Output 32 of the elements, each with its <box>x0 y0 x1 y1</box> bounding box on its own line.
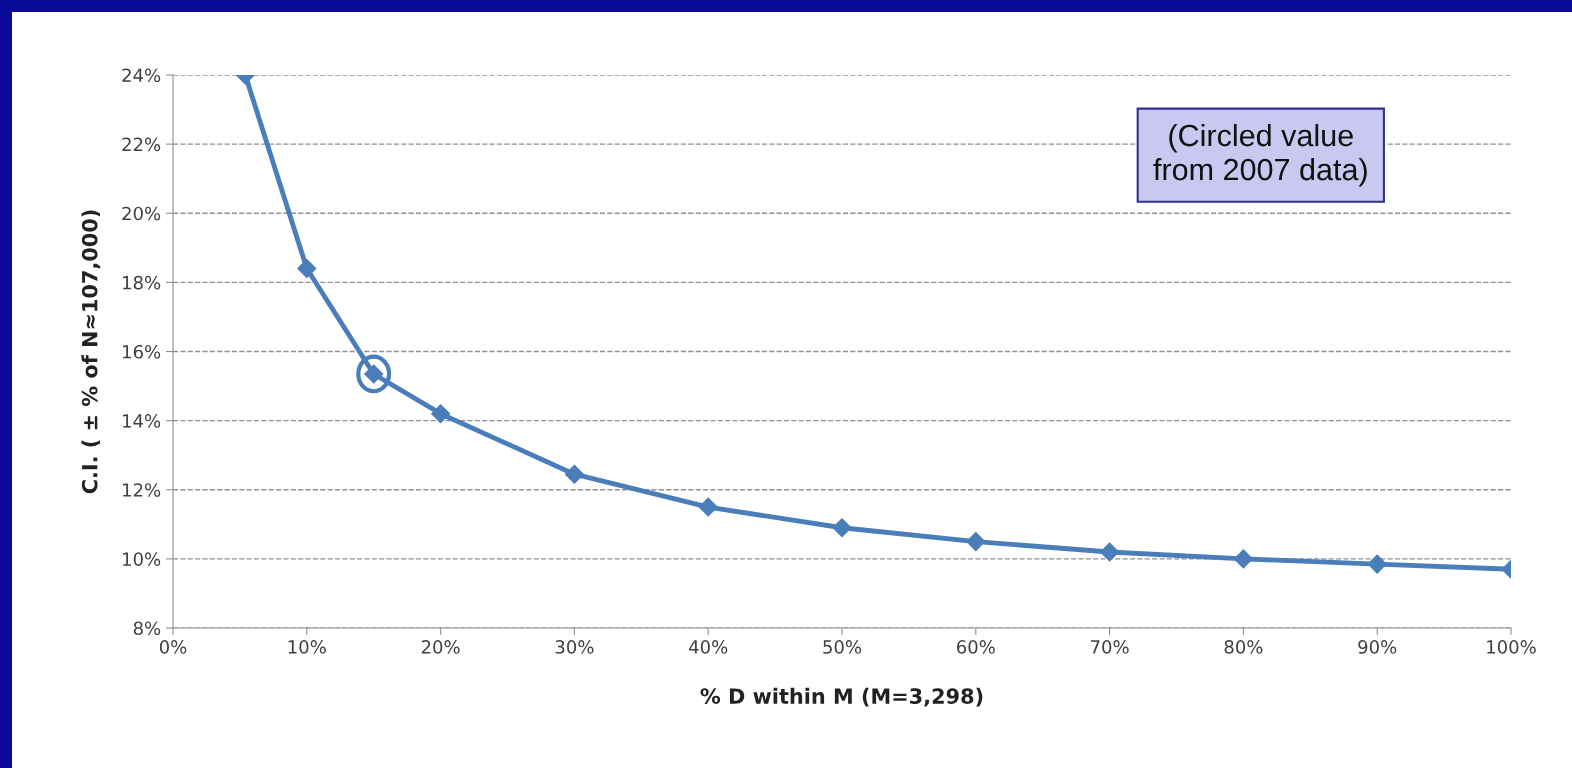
x-tick-label: 60% <box>957 640 995 654</box>
x-tick-label: 20% <box>421 640 460 654</box>
x-tick-label: 70% <box>1091 640 1129 654</box>
x-tick-label: 30% <box>555 640 594 654</box>
y-tick-label: 20% <box>122 206 161 221</box>
y-tick-label: 24% <box>122 68 161 83</box>
x-axis-title: % D within M (M=3,298) <box>700 687 983 707</box>
y-axis-title: C.I. ( ± % of N≈107,000) <box>81 210 101 494</box>
point <box>297 259 317 279</box>
x-tick-label: 10% <box>288 640 326 654</box>
point <box>564 464 584 484</box>
y-tick-label: 18% <box>123 275 161 290</box>
y-tick-label: 10% <box>123 552 161 566</box>
point <box>1100 542 1120 562</box>
x-tick-label: 40% <box>689 640 728 654</box>
point <box>966 532 986 552</box>
x-tick-label: 100% <box>1487 640 1536 654</box>
x-tick-label: 50% <box>823 640 862 654</box>
y-tick-label: 12% <box>123 483 161 497</box>
x-tick-label: 80% <box>1224 640 1263 654</box>
point <box>698 497 718 517</box>
point <box>1367 554 1387 574</box>
y-tick-label: 14% <box>123 414 161 428</box>
point <box>1233 549 1253 569</box>
x-tick-label: 0% <box>159 640 187 654</box>
y-tick-label: 8% <box>133 621 161 636</box>
point <box>431 404 451 424</box>
x-tick-label: 90% <box>1358 640 1397 654</box>
annotation: (Circled value from 2007 data) <box>1153 123 1367 187</box>
y-tick-label: 22% <box>122 137 161 152</box>
y-tick-label: 16% <box>123 344 161 359</box>
point <box>832 518 852 538</box>
